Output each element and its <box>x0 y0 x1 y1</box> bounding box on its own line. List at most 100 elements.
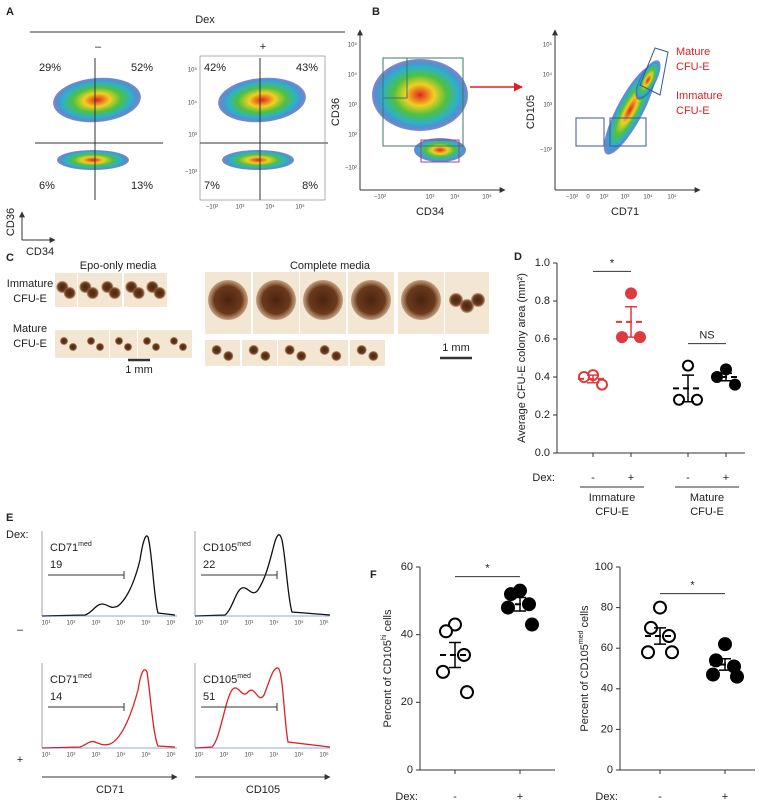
row-label: Mature <box>13 323 47 335</box>
y-axis-label: Percent of CD105med cells <box>578 605 591 732</box>
y-tick-label: 0 <box>407 764 413 776</box>
x-tick-label: 0 <box>586 195 590 201</box>
data-point <box>448 617 462 632</box>
gate-marker: CD71med <box>50 673 92 686</box>
x-tick-label: 10⁶ <box>319 620 329 627</box>
condition-label: + <box>260 41 266 53</box>
gate-marker-sup: med <box>237 541 251 548</box>
x-axis-label: CD34 <box>416 206 444 218</box>
histogram-curve <box>41 535 176 617</box>
density-cloud <box>372 59 468 131</box>
x-tick-label: + <box>628 472 634 484</box>
colony <box>319 345 330 355</box>
y-axis-label-main: Percent of CD105 <box>382 640 394 727</box>
colony <box>284 345 295 355</box>
x-tick-label: 10³ <box>621 195 630 201</box>
x-axis-label: CD105 <box>246 784 280 796</box>
colony <box>296 351 307 361</box>
x-tick-label: 10⁴ <box>269 620 279 627</box>
gate-marker-main: CD105 <box>203 674 237 686</box>
data-point <box>525 617 539 632</box>
colony <box>471 293 485 307</box>
row-label: CFU-E <box>13 338 47 350</box>
panel-letter: F <box>370 569 377 581</box>
data-point <box>691 393 703 406</box>
error-bar <box>449 641 461 669</box>
x-axis-label: CD34 <box>26 246 54 258</box>
x-tick-label: 10⁴ <box>116 752 126 759</box>
data-point <box>729 378 741 391</box>
gate-label: Immature <box>676 90 722 102</box>
y-tick-label: 0.2 <box>535 409 550 421</box>
data-point <box>578 371 590 383</box>
x-tick-label: - <box>686 472 690 484</box>
y-tick-label: 10³ <box>348 103 357 109</box>
treatment-label: Dex <box>195 14 215 26</box>
colony <box>260 351 271 361</box>
colony <box>96 343 104 351</box>
x-tick-label: 10³ <box>245 753 254 759</box>
error-bar <box>587 374 599 384</box>
gate <box>639 47 669 96</box>
group-label: Mature <box>690 492 724 504</box>
colony-image <box>242 340 277 366</box>
y-tick-label: 80 <box>601 602 613 614</box>
quadrant-percent: 43% <box>296 62 318 74</box>
histogram-curve <box>41 669 176 749</box>
colony-image <box>55 330 82 358</box>
density-cloud <box>222 150 294 170</box>
x-tick-label: 10⁵ <box>667 194 677 201</box>
quadrant-percent: 52% <box>131 62 153 74</box>
x-tick-label: 10⁵ <box>294 620 304 627</box>
y-tick-label: 10⁵ <box>543 42 553 49</box>
y-tick-label: 10³ <box>188 133 197 139</box>
y-tick-label: 10⁴ <box>543 72 553 79</box>
colony-image <box>350 340 385 366</box>
quadrant-percent: 7% <box>204 180 220 192</box>
x-tick-label: 10³ <box>236 205 245 211</box>
data-point <box>665 645 679 660</box>
x-tick-label: −10² <box>206 205 218 211</box>
colony <box>368 351 379 361</box>
y-tick-label: 1.0 <box>535 257 550 269</box>
colony-image <box>82 330 109 358</box>
colony <box>303 280 343 320</box>
panel-letter: E <box>6 512 13 524</box>
panel-letter: D <box>514 251 522 263</box>
gate-marker-main: CD71 <box>50 674 78 686</box>
x-tick-label: 10⁴ <box>643 194 653 201</box>
colony <box>132 287 145 299</box>
colony <box>351 280 391 320</box>
y-axis-label: Percent of CD105hi cells <box>381 609 394 727</box>
x-tick-label: 10³ <box>92 621 101 627</box>
gate-marker: CD105med <box>203 541 251 554</box>
gate-marker: CD105med <box>203 673 251 686</box>
gate <box>609 117 647 147</box>
data-point <box>436 664 450 679</box>
x-prefix: Dex: <box>395 791 418 803</box>
x-tick-label: 10⁶ <box>319 752 329 759</box>
gate-value: 14 <box>50 691 62 703</box>
x-tick-label: 10³ <box>245 621 254 627</box>
panel-letter: A <box>6 6 14 18</box>
significance-label: NS <box>699 330 714 342</box>
gate-label: CFU-E <box>676 105 710 117</box>
colony-image <box>313 340 348 366</box>
y-axis-label-sup: hi <box>381 634 388 640</box>
x-tick-label: 10⁴ <box>269 752 279 759</box>
error-bar <box>654 627 666 645</box>
x-tick-label: 10⁶ <box>166 620 176 627</box>
colony <box>108 287 121 299</box>
y-tick-label: 20 <box>401 696 413 708</box>
media-label: Complete media <box>290 260 371 272</box>
colony <box>248 345 259 355</box>
y-tick-label: 10⁴ <box>188 100 198 107</box>
colony-image <box>110 330 137 358</box>
y-tick-label: 40 <box>401 629 413 641</box>
gate-marker-main: CD71 <box>50 542 78 554</box>
colony <box>331 351 342 361</box>
colony <box>124 343 132 351</box>
y-tick-label: 100 <box>595 561 613 573</box>
plot-frame <box>199 55 326 201</box>
density-cloud <box>53 77 141 123</box>
